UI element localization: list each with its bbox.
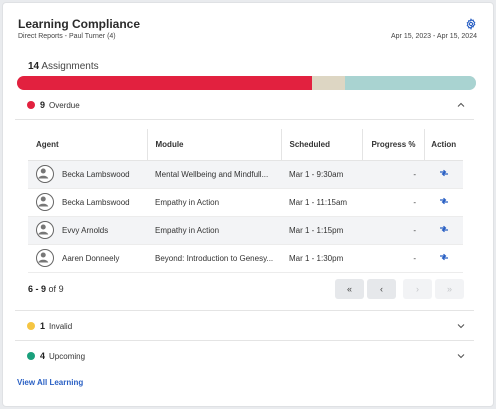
section-upcoming-header[interactable]: 4 Upcoming xyxy=(15,342,474,370)
divider xyxy=(15,310,474,311)
agent-name[interactable]: Aaren Donneely xyxy=(62,253,120,263)
scheduled-cell: Mar 1 - 1:30pm xyxy=(281,244,362,273)
reschedule-icon[interactable] xyxy=(438,196,450,206)
header-progress[interactable]: Progress % xyxy=(362,129,425,161)
header-action: Action xyxy=(424,129,463,161)
agent-cell: Evvy Arnolds xyxy=(28,216,147,245)
card-subtitle: Direct Reports - Paul Turner (4) xyxy=(18,33,116,40)
assignments-count: 14 xyxy=(28,61,40,72)
module-cell: Empathy in Action xyxy=(147,188,281,217)
first-page-button[interactable]: « xyxy=(335,279,364,299)
reschedule-icon[interactable] xyxy=(438,168,450,178)
agent-name[interactable]: Becka Lambswood xyxy=(62,169,130,179)
table-row: Evvy Arnolds Empathy in Action Mar 1 - 1:1… xyxy=(28,216,463,245)
bar-segment-invalid xyxy=(312,76,345,90)
reschedule-icon[interactable] xyxy=(438,224,450,234)
module-cell: Mental Wellbeing and Mindfull... xyxy=(147,160,281,189)
progress-cell: - xyxy=(362,188,424,217)
table-row: Becka Lambswood Mental Wellbeing and Mind… xyxy=(28,160,463,189)
pagination-summary: 6 - 9 of 9 xyxy=(28,284,64,294)
action-cell xyxy=(424,244,463,273)
previous-page-button[interactable]: ‹ xyxy=(367,279,396,299)
avatar xyxy=(36,249,54,267)
progress-cell: - xyxy=(362,160,424,189)
section-overdue-header[interactable]: 9 Overdue xyxy=(15,91,474,119)
pagination-range: 6 - 9 xyxy=(28,284,47,294)
chevron-down-icon[interactable] xyxy=(456,321,466,331)
upcoming-label: Upcoming xyxy=(49,351,86,361)
table-row: Becka Lambswood Empathy in Action Mar 1 - … xyxy=(28,188,463,217)
avatar xyxy=(36,193,54,211)
action-cell xyxy=(424,216,463,245)
agent-cell: Becka Lambswood xyxy=(28,188,147,217)
divider xyxy=(15,119,474,120)
invalid-label: Invalid xyxy=(49,321,73,331)
last-page-button[interactable]: » xyxy=(435,279,464,299)
card-title: Learning Compliance xyxy=(18,17,141,31)
chevron-down-icon[interactable] xyxy=(456,351,466,361)
agent-name[interactable]: Becka Lambswood xyxy=(62,197,130,207)
agent-cell: Becka Lambswood xyxy=(28,160,147,189)
scheduled-cell: Mar 1 - 9:30am xyxy=(281,160,362,189)
section-upcoming: 4 Upcoming xyxy=(15,342,474,370)
pagination-total: 9 xyxy=(58,284,64,294)
section-invalid: 1 Invalid xyxy=(15,312,474,340)
section-overdue: 9 Overdue xyxy=(15,91,474,119)
agent-cell: Aaren Donneely xyxy=(28,244,147,273)
header-scheduled[interactable]: Scheduled xyxy=(281,129,363,161)
agent-name[interactable]: Evvy Arnolds xyxy=(62,225,109,235)
overdue-table-wrapper: Agent Module Scheduled Progress % Action… xyxy=(28,129,463,273)
module-cell: Beyond: Introduction to Genesy... xyxy=(147,244,281,273)
scheduled-cell: Mar 1 - 1:15pm xyxy=(281,216,362,245)
assignments-summary: 14 Assignments xyxy=(28,61,99,72)
reschedule-icon[interactable] xyxy=(438,252,450,262)
assignments-label: Assignments xyxy=(41,61,99,72)
scheduled-cell: Mar 1 - 11:15am xyxy=(281,188,362,217)
header-agent[interactable]: Agent xyxy=(28,129,148,161)
pagination-of: of xyxy=(48,284,57,294)
invalid-count: 1 xyxy=(40,321,46,331)
overdue-count: 9 xyxy=(40,100,46,110)
avatar xyxy=(36,165,54,183)
avatar xyxy=(36,221,54,239)
action-cell xyxy=(424,160,463,189)
divider xyxy=(15,340,474,341)
module-cell: Empathy in Action xyxy=(147,216,281,245)
upcoming-count: 4 xyxy=(40,351,46,361)
upcoming-dot xyxy=(27,352,35,360)
next-page-button[interactable]: › xyxy=(403,279,432,299)
gear-icon[interactable] xyxy=(465,18,477,30)
progress-cell: - xyxy=(362,244,424,273)
date-range: Apr 15, 2023 - Apr 15, 2024 xyxy=(390,33,477,40)
view-all-learning-link[interactable]: View All Learning xyxy=(17,378,84,387)
invalid-dot xyxy=(27,322,35,330)
table-row: Aaren Donneely Beyond: Introduction to Ge… xyxy=(28,244,463,273)
header-module[interactable]: Module xyxy=(147,129,282,161)
action-cell xyxy=(424,188,463,217)
bar-segment-overdue xyxy=(17,76,313,90)
assignments-progress-bar xyxy=(17,76,476,90)
overdue-dot xyxy=(27,101,35,109)
chevron-up-icon[interactable] xyxy=(456,100,466,110)
overdue-label: Overdue xyxy=(49,100,80,110)
section-invalid-header[interactable]: 1 Invalid xyxy=(15,312,474,340)
progress-cell: - xyxy=(362,216,424,245)
overdue-table: Agent Module Scheduled Progress % Action… xyxy=(28,129,463,273)
table-header-row: Agent Module Scheduled Progress % Action xyxy=(28,129,463,161)
bar-segment-upcoming xyxy=(344,76,476,90)
